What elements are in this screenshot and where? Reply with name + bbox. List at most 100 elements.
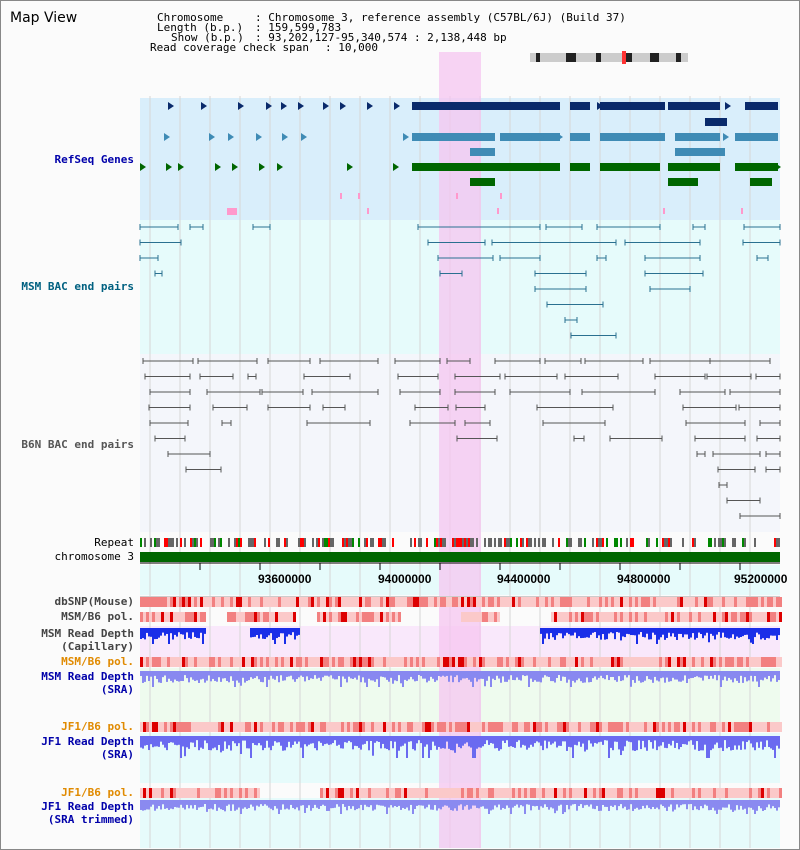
heat-cell (359, 657, 362, 667)
depth-bar (616, 800, 618, 811)
track-label-jf1-depth-trim[interactable]: JF1 Read Depth (41, 800, 134, 813)
depth-bar (452, 671, 454, 683)
heat-cell (566, 597, 569, 607)
axis-tick-label: 93600000 (258, 572, 312, 586)
heat-cell (356, 597, 359, 607)
track-label-msm-bac[interactable]: MSM BAC end pairs (21, 280, 134, 293)
depth-bar (332, 800, 334, 809)
repeat-tick (570, 538, 572, 547)
depth-bar (288, 736, 290, 742)
heat-cell (725, 788, 728, 798)
heat-cell (602, 657, 605, 667)
depth-bar (240, 800, 242, 814)
repeat-tick (248, 538, 250, 547)
depth-bar (296, 628, 298, 636)
depth-bar (540, 736, 542, 746)
track-label-msm-depth-sra[interactable]: MSM Read Depth (41, 670, 134, 683)
depth-bar (258, 671, 260, 680)
heat-cell (653, 788, 656, 798)
depth-bar (766, 800, 768, 808)
depth-bar (358, 800, 360, 809)
repeat-tick (508, 538, 510, 547)
depth-bar (638, 628, 640, 635)
heat-cell (272, 612, 275, 622)
heat-cell (266, 612, 269, 622)
depth-bar (182, 671, 184, 682)
heat-cell (194, 722, 197, 732)
heat-cell (230, 657, 233, 667)
heat-cell (659, 597, 662, 607)
depth-bar (456, 800, 458, 811)
track-label-msm-b6-pol-1[interactable]: MSM/B6 pol. (61, 610, 134, 623)
heat-cell (707, 657, 710, 667)
depth-bar (758, 800, 760, 807)
heat-cell (359, 722, 362, 732)
depth-bar (738, 736, 740, 746)
heat-cell (254, 597, 257, 607)
track-label-msm-b6-pol-2[interactable]: MSM/B6 pol. (61, 655, 134, 668)
depth-bar (142, 628, 144, 639)
heat-cell (551, 722, 554, 732)
gene-arrow (277, 163, 283, 171)
track-label-jf1-b6-pol-2[interactable]: JF1/B6 pol. (61, 786, 134, 799)
depth-bar (426, 736, 428, 745)
repeat-tick (668, 538, 670, 547)
depth-bar (238, 736, 240, 744)
track-label-msm-depth-cap[interactable]: MSM Read Depth (41, 627, 134, 640)
depth-bar (308, 800, 310, 806)
depth-bar (470, 671, 472, 682)
depth-bar (650, 671, 652, 680)
heat-cell (374, 597, 377, 607)
gene-arrow (323, 102, 329, 110)
heat-cell (431, 788, 434, 798)
depth-bar (620, 671, 622, 682)
depth-bar (388, 800, 390, 808)
depth-bar (180, 671, 182, 681)
heat-cell (143, 788, 146, 798)
depth-bar (178, 628, 180, 633)
depth-bar (428, 671, 430, 681)
heat-cell (719, 612, 722, 622)
depth-bar (150, 800, 152, 807)
heat-cell (350, 657, 353, 667)
depth-bar (682, 628, 684, 638)
depth-bar (216, 671, 218, 682)
track-label-dbsnp[interactable]: dbSNP(Mouse) (54, 595, 134, 608)
depth-bar (370, 736, 372, 741)
heat-cell (344, 722, 347, 732)
heat-cell (272, 722, 275, 732)
depth-bar (776, 671, 778, 682)
depth-bar (756, 736, 758, 743)
depth-bar (700, 736, 702, 751)
track-label-refseq-genes[interactable]: RefSeq Genes (54, 153, 134, 166)
heat-cell (152, 597, 155, 607)
depth-bar (386, 800, 388, 814)
depth-bar (260, 736, 262, 746)
depth-bar (450, 671, 452, 676)
depth-bar (482, 736, 484, 747)
heat-cell (518, 597, 521, 607)
track-label-jf1-depth-sra[interactable]: JF1 Read Depth (41, 735, 134, 748)
depth-bar (318, 671, 320, 678)
repeat-tick (490, 538, 492, 547)
depth-bar (766, 628, 768, 639)
gene-block (705, 118, 727, 126)
depth-bar (382, 800, 384, 806)
depth-bar (628, 800, 630, 810)
heat-cell (422, 597, 425, 607)
depth-bar (170, 736, 172, 743)
heat-cell (437, 597, 440, 607)
depth-bar (256, 671, 258, 677)
gene-arrow (616, 163, 622, 171)
depth-bar (384, 736, 386, 749)
heat-cell (671, 597, 674, 607)
track-label-b6n-bac[interactable]: B6N BAC end pairs (21, 438, 134, 451)
depth-bar (154, 800, 156, 811)
heat-cell (320, 612, 323, 622)
depth-bar (566, 671, 568, 683)
heat-cell (653, 597, 656, 607)
repeat-tick (534, 538, 536, 547)
track-label-jf1-b6-pol-1[interactable]: JF1/B6 pol. (61, 720, 134, 733)
heat-cell (491, 612, 494, 622)
